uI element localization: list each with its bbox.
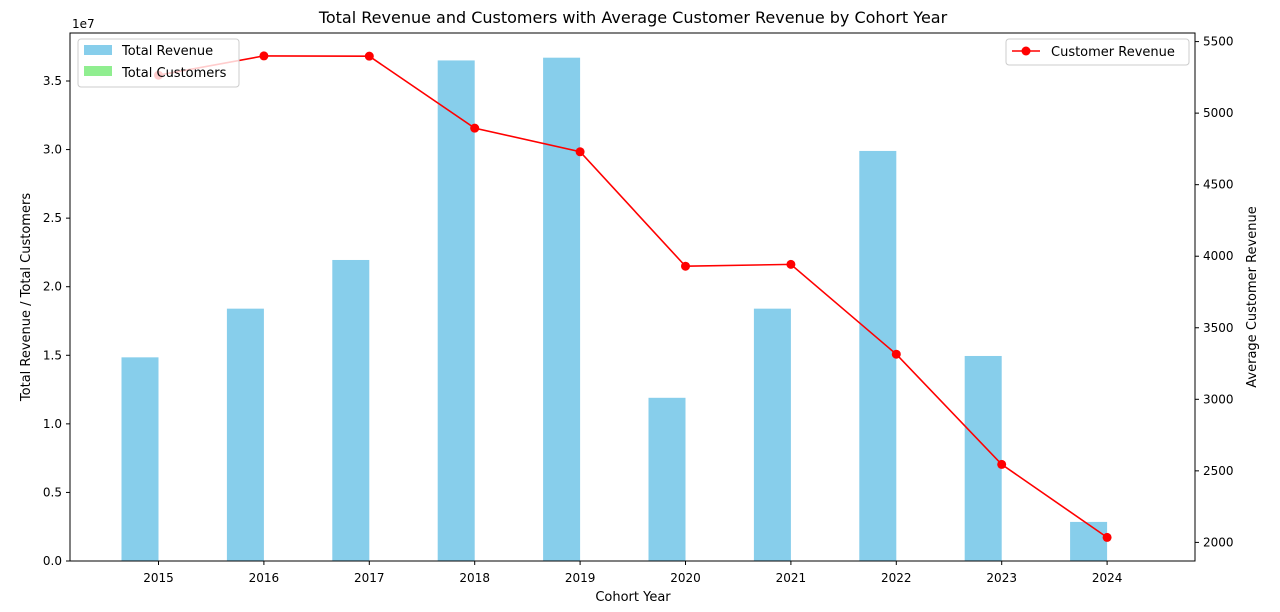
bar-total-revenue-2015 [121,357,159,561]
legend-right: Customer Revenue [1005,38,1190,66]
legend-label-total-revenue: Total Revenue [121,44,213,59]
legend-swatch-total-revenue [84,45,112,55]
left-y-tick-label: 3.0 [43,143,62,157]
x-tick-label-2017: 2017 [354,571,385,585]
point-customer-revenue-2017 [364,51,374,61]
legend-right-frame [1005,38,1190,66]
left-y-tick-label: 0.5 [43,485,62,499]
legend-label-total-customers: Total Customers [121,66,227,81]
bar-total-revenue-2016 [226,308,264,561]
x-tick-label-2024: 2024 [1092,571,1123,585]
legend-swatch-marker-customer-revenue [1021,46,1031,56]
plot-area [121,51,1145,562]
point-customer-revenue-2018 [470,123,480,133]
plot-frame [69,32,1196,562]
bar-total-revenue-2018 [437,60,475,562]
x-tick-label-2019: 2019 [565,571,596,585]
point-customer-revenue-2024 [1102,532,1112,542]
x-tick-label-2016: 2016 [249,571,280,585]
bar-total-revenue-2020 [648,397,686,561]
left-axis-multiplier: 1e7 [72,17,95,31]
right-y-tick-label: 4500 [1203,178,1234,192]
left-y-tick-label: 3.5 [43,74,62,88]
right-y-axis-label: Average Customer Revenue [1245,206,1260,387]
legend-left: Total Revenue Total Customers [77,38,240,88]
left-y-tick-label: 2.0 [43,280,62,294]
point-customer-revenue-2021 [786,259,796,269]
chart-title: Total Revenue and Customers with Average… [318,8,948,27]
bar-total-revenue-2022 [859,150,897,561]
legend-left-frame [77,38,240,88]
point-customer-revenue-2019 [575,147,585,157]
right-y-tick-label: 2000 [1203,535,1234,549]
x-tick-label-2022: 2022 [881,571,912,585]
left-y-tick-label: 0.0 [43,554,62,568]
axes: 2015 2016 2017 2018 2019 2020 2021 2022 2023 2024… [43,35,1234,585]
bar-total-revenue-2021 [753,308,791,561]
x-tick-label-2018: 2018 [459,571,490,585]
point-customer-revenue-2016 [259,51,269,61]
right-y-tick-label: 3000 [1203,392,1234,406]
point-customer-revenue-2022 [891,349,901,359]
right-y-tick-label: 4000 [1203,249,1234,263]
bar-total-revenue-2024 [1070,521,1108,561]
left-y-tick-label: 1.0 [43,417,62,431]
left-y-tick-label: 2.5 [43,211,62,225]
x-tick-label-2023: 2023 [986,571,1017,585]
right-y-tick-label: 2500 [1203,464,1234,478]
bar-total-revenue-2017 [332,259,370,561]
legend-label-customer-revenue: Customer Revenue [1051,45,1175,60]
left-y-axis-label: Total Revenue / Total Customers [19,193,34,402]
right-y-tick-label: 5000 [1203,106,1234,120]
left-y-tick-label: 1.5 [43,348,62,362]
right-y-tick-label: 3500 [1203,321,1234,335]
x-tick-label-2015: 2015 [143,571,174,585]
x-tick-label-2020: 2020 [670,571,701,585]
line-customer-revenue [158,55,1108,539]
right-y-tick-label: 5500 [1203,35,1234,49]
x-tick-label-2021: 2021 [776,571,807,585]
point-customer-revenue-2020 [681,261,690,271]
legend-swatch-total-customers [84,66,112,76]
bar-total-revenue-2019 [543,57,581,561]
point-customer-revenue-2023 [997,459,1007,469]
x-axis-label: Cohort Year [595,590,671,605]
